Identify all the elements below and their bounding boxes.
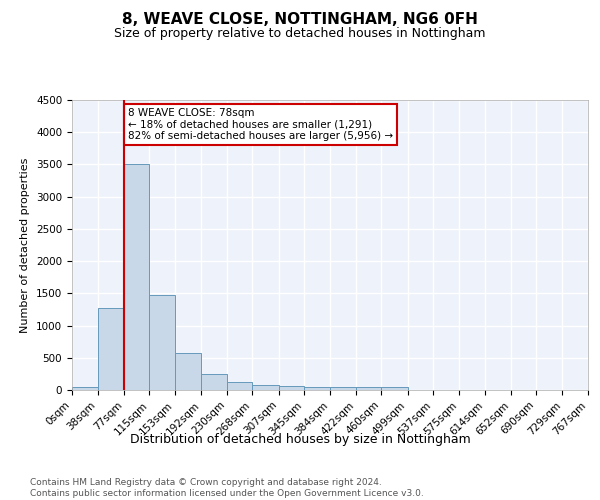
Bar [356,388,382,390]
Text: Distribution of detached houses by size in Nottingham: Distribution of detached houses by size … [130,432,470,446]
Bar [252,385,278,390]
Text: Contains HM Land Registry data © Crown copyright and database right 2024.
Contai: Contains HM Land Registry data © Crown c… [30,478,424,498]
Text: 8, WEAVE CLOSE, NOTTINGHAM, NG6 0FH: 8, WEAVE CLOSE, NOTTINGHAM, NG6 0FH [122,12,478,28]
Bar [331,388,356,390]
Bar [98,308,124,390]
Bar [175,352,201,390]
Bar [72,387,98,390]
Text: Size of property relative to detached houses in Nottingham: Size of property relative to detached ho… [114,28,486,40]
Bar [227,382,252,390]
Bar [149,294,175,390]
Bar [124,164,149,390]
Bar [278,386,304,390]
Bar [382,387,408,390]
Bar [201,374,227,390]
Bar [304,388,331,390]
Y-axis label: Number of detached properties: Number of detached properties [20,158,31,332]
Text: 8 WEAVE CLOSE: 78sqm
← 18% of detached houses are smaller (1,291)
82% of semi-de: 8 WEAVE CLOSE: 78sqm ← 18% of detached h… [128,108,393,141]
